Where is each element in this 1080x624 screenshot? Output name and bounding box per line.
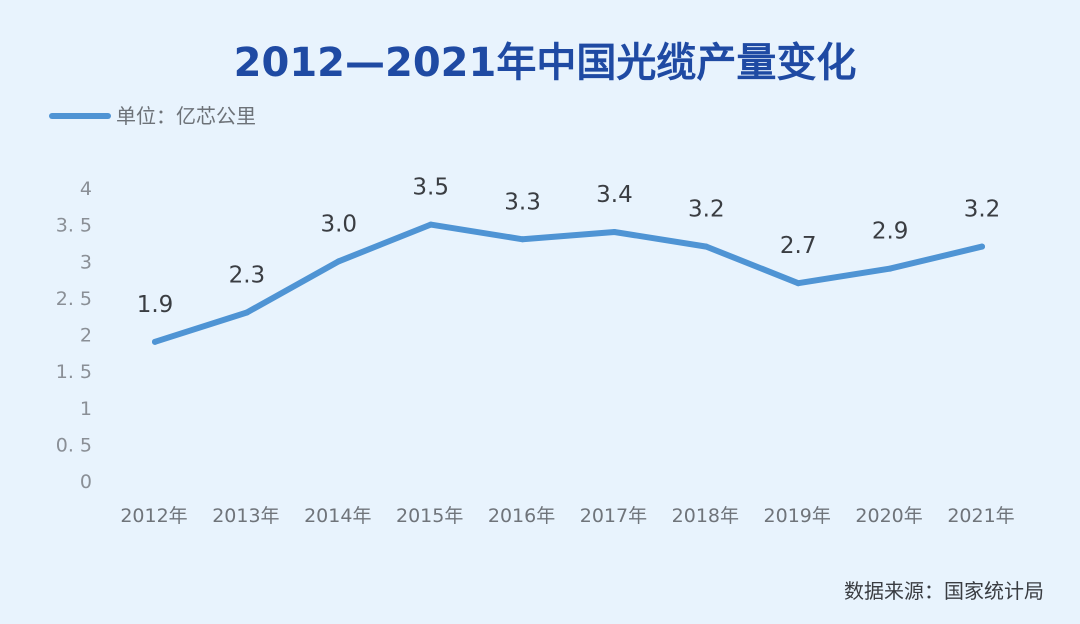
x-tick-label: 2016年 — [488, 505, 555, 527]
source-note: 数据来源：国家统计局 — [844, 579, 1044, 603]
x-tick-label: 2020年 — [855, 505, 922, 527]
x-tick-label: 2021年 — [947, 505, 1014, 527]
y-tick-label: 2 — [80, 325, 92, 347]
x-tick-label: 2015年 — [396, 505, 463, 527]
y-tick-label: 1 — [80, 398, 92, 420]
data-point — [152, 338, 158, 345]
data-label: 2.7 — [780, 233, 817, 259]
data-point — [979, 243, 985, 250]
data-label: 3.0 — [320, 211, 357, 237]
data-point — [795, 280, 802, 287]
y-tick-label: 3. 5 — [56, 215, 92, 237]
data-labels: 1.9 2.3 3.0 3.5 3.3 3.4 3.2 2.7 2.9 3.2 — [137, 175, 1001, 318]
series-line — [152, 221, 985, 345]
y-tick-label: 0 — [80, 471, 92, 493]
x-tick-label: 2017年 — [580, 505, 647, 527]
data-label: 2.3 — [229, 263, 266, 289]
y-tick-label: 3 — [80, 251, 92, 273]
y-tick-label: 1. 5 — [56, 361, 92, 383]
data-label: 3.2 — [688, 197, 725, 223]
data-point — [427, 221, 434, 228]
legend-label: 单位：亿芯公里 — [116, 104, 256, 128]
data-point — [519, 236, 526, 243]
legend: 单位：亿芯公里 — [49, 104, 256, 128]
x-tick-label: 2018年 — [672, 505, 739, 527]
x-tick-label: 2014年 — [304, 505, 371, 527]
data-point — [887, 265, 894, 272]
y-tick-label: 2. 5 — [56, 288, 92, 310]
chart-title: 2012—2021年中国光缆产量变化 — [234, 40, 857, 86]
data-label: 3.5 — [412, 175, 449, 201]
data-label: 3.3 — [504, 189, 541, 215]
series-group — [152, 221, 985, 345]
x-tick-label: 2019年 — [764, 505, 831, 527]
y-axis: 0 0. 5 1 1. 5 2 2. 5 3 3. 5 4 — [56, 178, 92, 493]
data-label: 3.4 — [596, 182, 633, 208]
data-label: 1.9 — [137, 292, 174, 318]
x-tick-label: 2013年 — [212, 505, 279, 527]
y-tick-label: 4 — [80, 178, 92, 200]
data-label: 2.9 — [872, 219, 909, 245]
data-label: 3.2 — [964, 197, 1001, 223]
x-tick-label: 2012年 — [120, 505, 187, 527]
data-point — [335, 258, 342, 265]
data-point — [243, 309, 250, 316]
data-point — [611, 228, 618, 235]
data-point — [703, 243, 710, 250]
y-tick-label: 0. 5 — [56, 434, 92, 456]
x-axis: 2012年 2013年 2014年 2015年 2016年 2017年 2018年 2019年… — [120, 505, 1014, 527]
